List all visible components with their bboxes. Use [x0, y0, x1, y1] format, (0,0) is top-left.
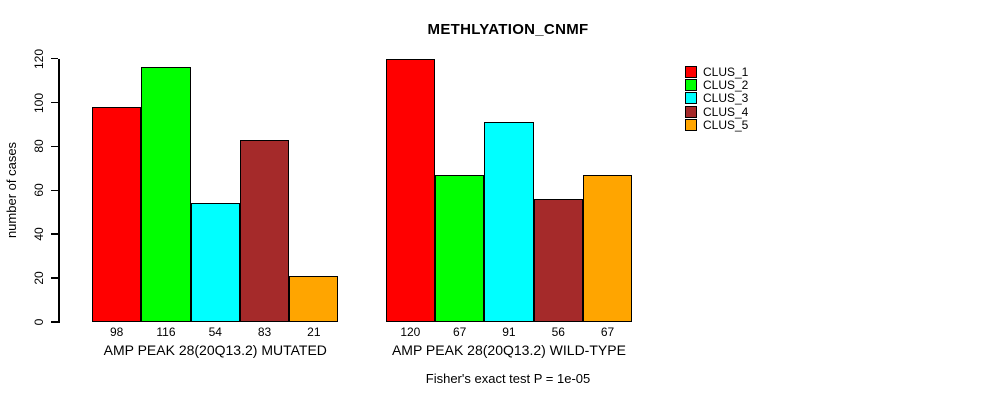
- legend-item-label: CLUS_4: [703, 104, 749, 119]
- bar-value-label: 67: [452, 325, 467, 339]
- legend-item: CLUS_4: [685, 104, 749, 119]
- x-axis-group-label: AMP PEAK 28(20Q13.2) MUTATED: [103, 342, 327, 358]
- legend-color-swatch: [685, 118, 697, 131]
- legend-color-swatch: [685, 78, 697, 91]
- legend-item: CLUS_1: [685, 64, 749, 79]
- y-axis-tick: [50, 101, 58, 104]
- bar-clus-3-group1: [190, 203, 240, 322]
- legend-item: CLUS_5: [685, 117, 749, 132]
- y-axis-tick-label: 40: [32, 227, 46, 241]
- y-axis-tick: [50, 57, 58, 60]
- bar-clus-1-group2: [385, 58, 435, 322]
- y-axis-label: number of cases: [4, 141, 19, 239]
- bar-clus-3-group2: [484, 122, 534, 322]
- x-axis-group-label: AMP PEAK 28(20Q13.2) WILD-TYPE: [391, 342, 626, 358]
- bar-value-label: 21: [307, 325, 321, 339]
- chart-title: METHLYATION_CNMF: [427, 21, 589, 38]
- bar-clus-5-group1: [289, 275, 339, 322]
- y-axis-tick: [50, 189, 58, 192]
- legend-color-swatch: [685, 92, 697, 105]
- legend-color-swatch: [685, 65, 697, 78]
- y-axis-tick-label: 0: [32, 318, 46, 326]
- fisher-test-caption: Fisher's exact test P = 1e-05: [425, 371, 591, 386]
- bar-value-label: 56: [551, 325, 565, 339]
- y-axis-tick-label: 80: [32, 139, 46, 154]
- legend-color-swatch: [685, 105, 697, 118]
- bar-value-label: 54: [208, 325, 222, 339]
- bar-clus-2-group2: [435, 174, 485, 322]
- bar-clus-4-group2: [533, 199, 583, 322]
- bar-value-label: 120: [400, 325, 421, 339]
- legend-item-label: CLUS_5: [703, 117, 749, 132]
- y-axis-tick-label: 100: [32, 92, 46, 113]
- y-axis-tick-label: 60: [32, 183, 46, 197]
- y-axis-tick-label: 120: [32, 48, 46, 69]
- legend-item-label: CLUS_2: [703, 77, 749, 92]
- bar-clus-2-group1: [141, 67, 191, 322]
- bar-value-label: 67: [600, 325, 615, 339]
- bar-value-label: 98: [109, 325, 124, 339]
- y-axis-tick: [50, 233, 58, 235]
- legend: CLUS_1 CLUS_2 CLUS_3 CLUS_4 CLUS_5: [685, 64, 749, 132]
- bar-value-label: 116: [156, 325, 176, 339]
- bar-value-label: 91: [502, 325, 516, 339]
- bar-clus-5-group2: [582, 174, 633, 322]
- bar-clus-4-group1: [239, 139, 290, 322]
- y-axis-line: [58, 58, 60, 323]
- legend-item-label: CLUS_1: [703, 64, 749, 79]
- legend-item-label: CLUS_3: [703, 91, 749, 106]
- y-axis-tick: [50, 321, 58, 323]
- y-axis-tick: [50, 145, 58, 148]
- y-axis-tick-label: 20: [32, 271, 46, 285]
- bar-value-label: 83: [257, 325, 272, 339]
- y-axis-tick: [50, 277, 58, 279]
- legend-item: CLUS_3: [685, 91, 749, 106]
- legend-item: CLUS_2: [685, 77, 749, 92]
- bar-clus-1-group1: [92, 106, 142, 322]
